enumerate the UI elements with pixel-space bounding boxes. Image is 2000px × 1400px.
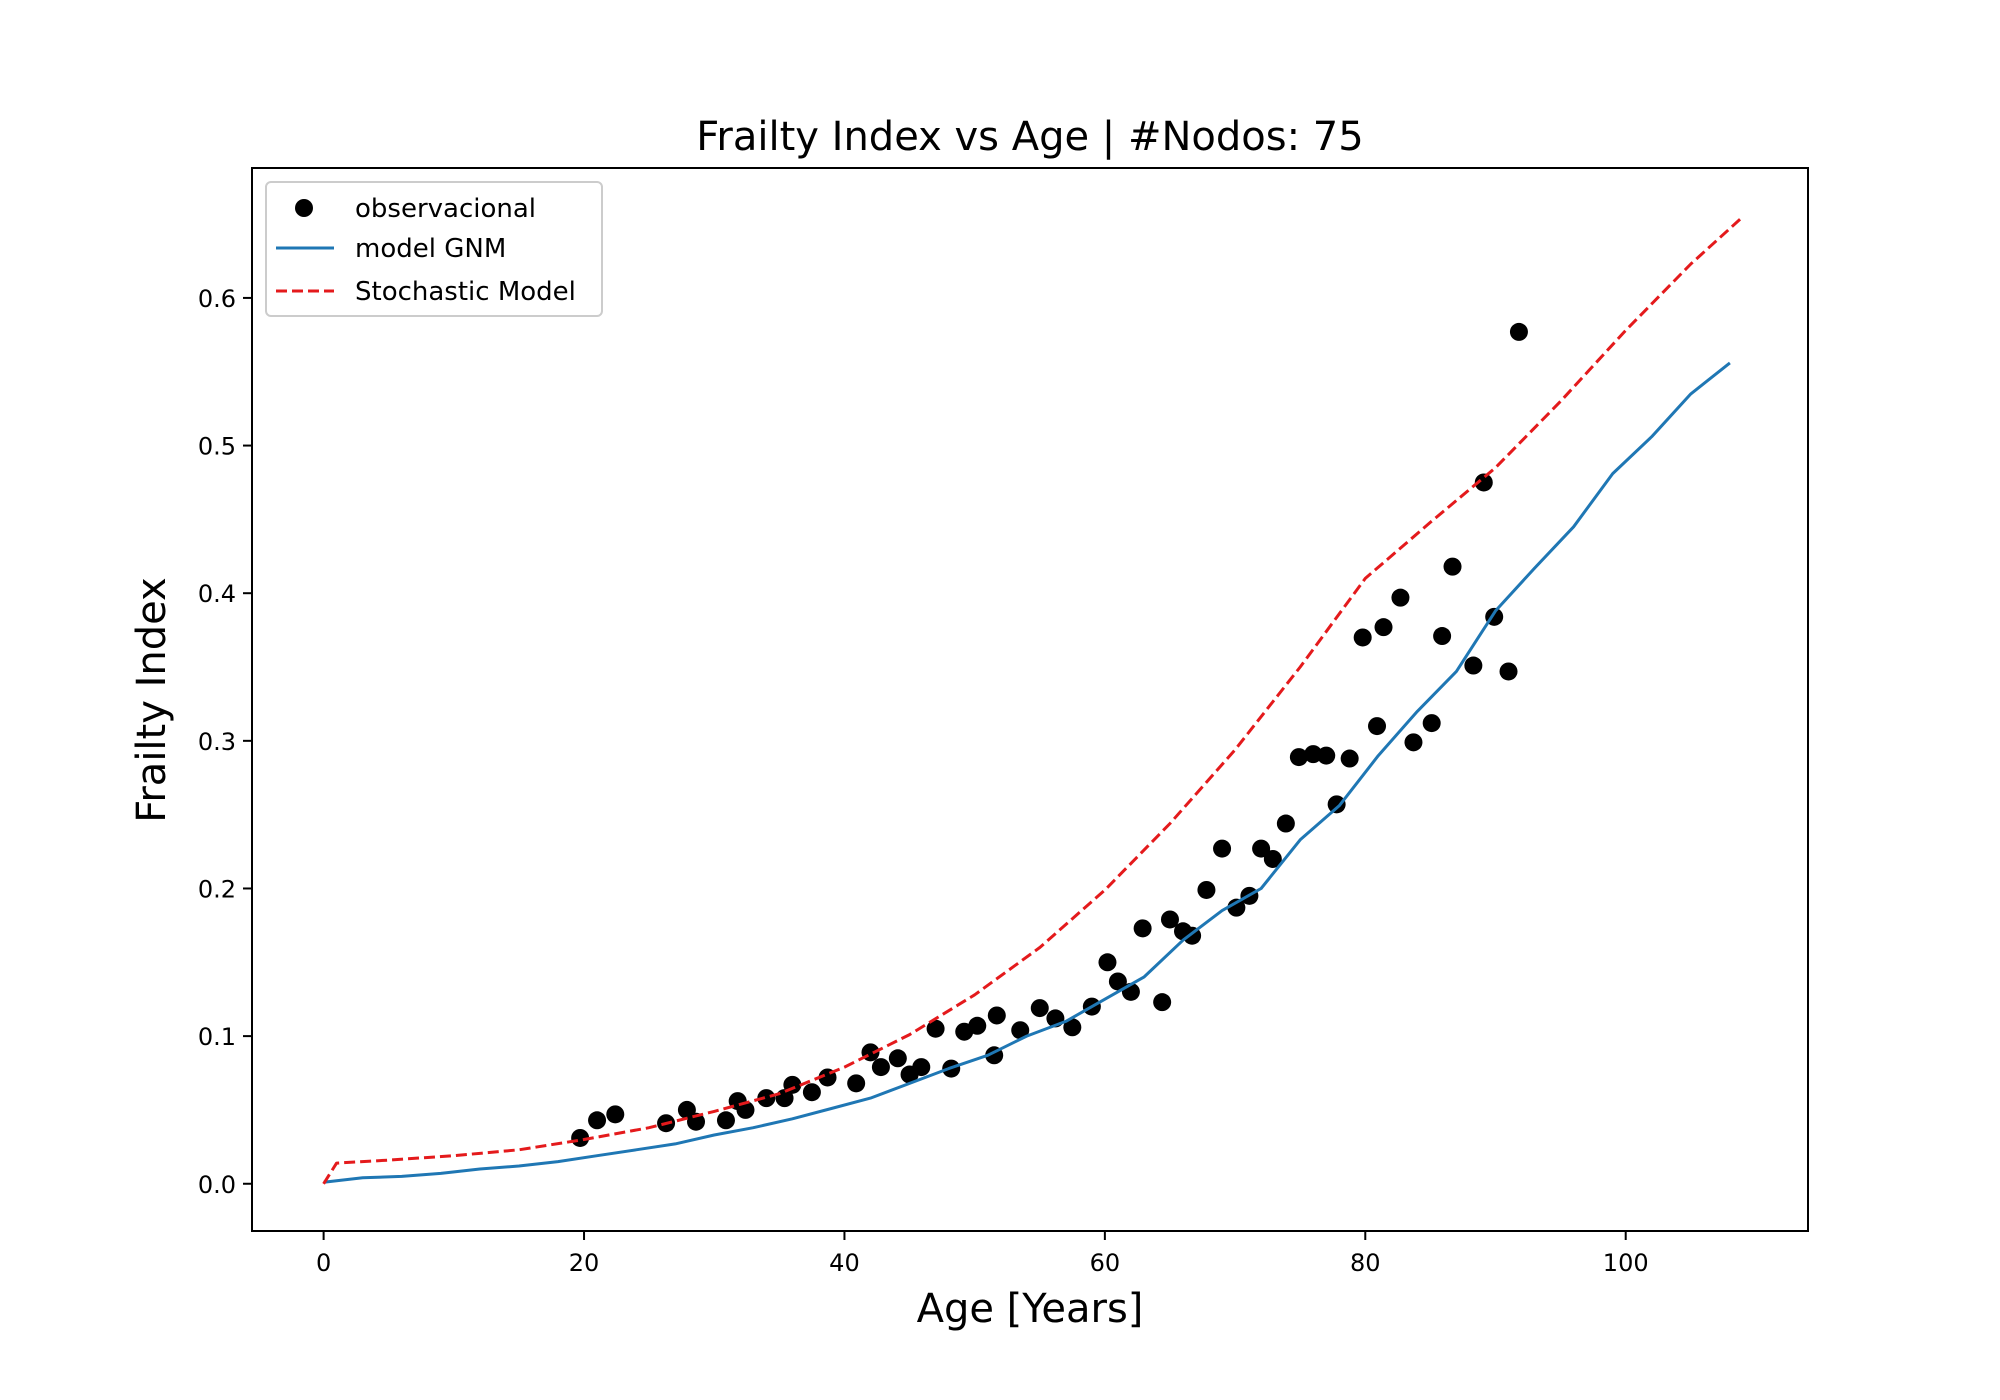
scatter-point-observacional xyxy=(968,1016,987,1035)
scatter-point-observacional xyxy=(871,1058,890,1077)
legend: observacional model GNM Stochastic Model xyxy=(265,181,603,317)
scatter-point-observacional xyxy=(606,1105,625,1124)
scatter-point-observacional xyxy=(1374,618,1393,637)
y-tick-label: 0.3 xyxy=(198,728,236,756)
x-tick-label: 20 xyxy=(569,1249,600,1277)
scatter-point-observacional xyxy=(926,1019,945,1038)
scatter-point-observacional xyxy=(1499,662,1518,681)
scatter-point-observacional xyxy=(802,1083,821,1102)
legend-marker-observacional xyxy=(295,199,313,217)
y-axis-title: Frailty Index xyxy=(129,577,175,822)
x-axis-title: Age [Years] xyxy=(917,1286,1144,1332)
chart-title: Frailty Index vs Age | #Nodos: 75 xyxy=(696,114,1363,160)
scatter-point-observacional xyxy=(1153,993,1172,1012)
scatter-point-observacional xyxy=(1443,557,1462,576)
x-tick-label: 0 xyxy=(316,1249,331,1277)
y-tick-label: 0.1 xyxy=(198,1023,236,1051)
x-tick-label: 80 xyxy=(1350,1249,1381,1277)
scatter-point-observacional xyxy=(1227,898,1246,917)
scatter-point-observacional xyxy=(571,1128,590,1147)
scatter-point-observacional xyxy=(1160,910,1179,929)
y-tick-label: 0.6 xyxy=(198,285,236,313)
scatter-point-observacional xyxy=(1108,972,1127,991)
scatter-point-observacional xyxy=(1252,839,1271,858)
y-tick-label: 0.2 xyxy=(198,875,236,903)
legend-box xyxy=(265,181,603,317)
x-tick-label: 100 xyxy=(1603,1249,1649,1277)
scatter-point-observacional xyxy=(757,1089,776,1108)
y-tick-label: 0.5 xyxy=(198,433,236,461)
scatter-point-observacional xyxy=(987,1006,1006,1025)
legend-label-observacional: observacional xyxy=(355,194,536,224)
scatter-point-observacional xyxy=(1474,473,1493,492)
scatter-point-observacional xyxy=(1464,656,1483,675)
scatter-point-observacional xyxy=(1213,839,1232,858)
scatter-point-observacional xyxy=(1197,880,1216,899)
scatter-point-observacional xyxy=(1098,953,1117,972)
scatter-point-observacional xyxy=(1433,627,1452,646)
scatter-point-observacional xyxy=(1289,748,1308,767)
scatter-point-observacional xyxy=(888,1049,907,1068)
scatter-point-observacional xyxy=(1063,1018,1082,1037)
scatter-point-observacional xyxy=(1327,795,1346,814)
x-axis: 0 20 40 60 80 100 xyxy=(316,1231,1649,1277)
scatter-point-observacional xyxy=(847,1074,866,1093)
x-tick-label: 60 xyxy=(1090,1249,1121,1277)
plot-area xyxy=(251,167,1809,1232)
scatter-point-observacional xyxy=(687,1112,706,1131)
scatter-point-observacional xyxy=(912,1058,931,1077)
y-axis: 0.0 0.1 0.2 0.3 0.4 0.5 0.6 xyxy=(198,285,252,1199)
scatter-point-observacional xyxy=(1509,322,1528,341)
scatter-point-observacional xyxy=(1263,849,1282,868)
legend-label-stochastic-model: Stochastic Model xyxy=(355,277,576,307)
y-tick-label: 0.4 xyxy=(198,580,236,608)
scatter-point-observacional xyxy=(1422,714,1441,733)
scatter-point-observacional xyxy=(1317,746,1336,765)
scatter-point-observacional xyxy=(1304,745,1323,764)
legend-label-model-gnm: model GNM xyxy=(355,234,506,264)
scatter-point-observacional xyxy=(1404,733,1423,752)
scatter-point-observacional xyxy=(1276,814,1295,833)
scatter-point-observacional xyxy=(1340,749,1359,768)
series-layer xyxy=(322,215,1744,1185)
series-line-model-gnm xyxy=(323,361,1731,1184)
scatter-point-observacional xyxy=(1353,628,1372,647)
scatter-point-observacional xyxy=(588,1111,607,1130)
series-line-stochastic-model xyxy=(322,215,1744,1185)
scatter-point-observacional xyxy=(1391,588,1410,607)
y-tick-label: 0.0 xyxy=(198,1171,236,1199)
scatter-point-observacional xyxy=(1133,919,1152,938)
scatter-point-observacional xyxy=(1030,999,1049,1018)
scatter-point-observacional xyxy=(1368,717,1387,736)
x-tick-label: 40 xyxy=(829,1249,860,1277)
scatter-point-observacional xyxy=(716,1111,735,1130)
scatter-point-observacional xyxy=(1011,1021,1030,1040)
